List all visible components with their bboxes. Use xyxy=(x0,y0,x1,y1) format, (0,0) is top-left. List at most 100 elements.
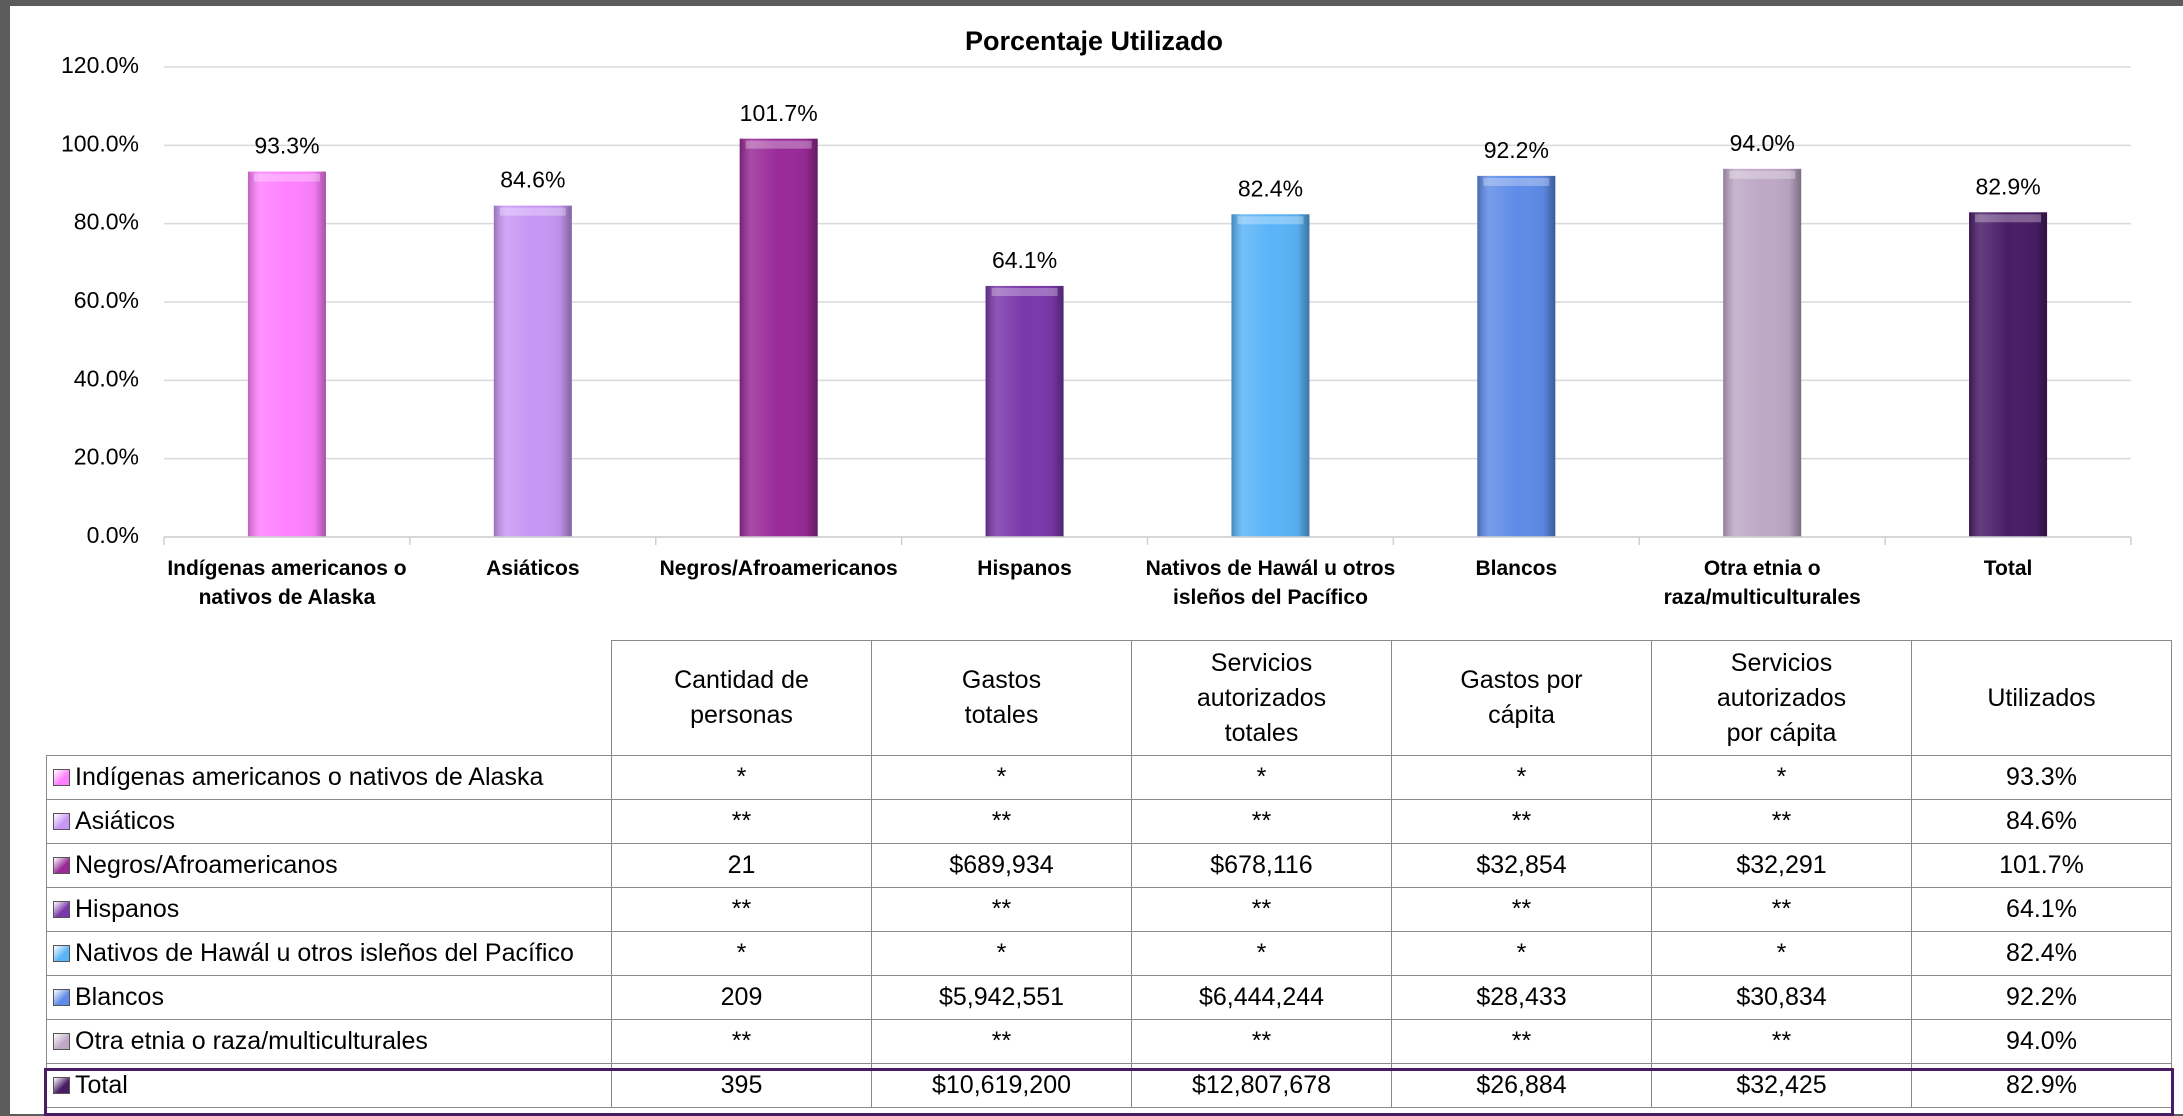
chart-title: Porcentaje Utilizado xyxy=(965,26,1223,56)
y-tick-label: 0.0% xyxy=(87,522,139,548)
x-tick-label: Asiáticos xyxy=(486,557,580,580)
table-cell: 93.3% xyxy=(1911,755,2172,800)
table-cell: ** xyxy=(1651,887,1912,932)
bar-cap xyxy=(253,173,320,182)
table-cell: 92.2% xyxy=(1911,975,2172,1020)
bar-cap xyxy=(745,140,812,149)
table-cell: * xyxy=(1131,755,1392,800)
table-cell: 64.1% xyxy=(1911,887,2172,932)
table-cell: $30,834 xyxy=(1651,975,1912,1020)
y-tick-label: 80.0% xyxy=(74,209,139,235)
table-cell: ** xyxy=(1651,1019,1912,1064)
table-cell: $10,619,200 xyxy=(871,1063,1132,1108)
x-tick-label: Blancos xyxy=(1475,557,1558,580)
y-tick-label: 60.0% xyxy=(74,287,139,313)
column-header: Servicios autorizados totales xyxy=(1131,640,1392,756)
x-tick-label: Otra etnia o raza/multiculturales xyxy=(1663,557,1861,609)
bar-cap xyxy=(1975,214,2042,223)
table-row: Hispanos ** ** ** ** ** 64.1% xyxy=(46,887,2172,932)
bar-shade xyxy=(1231,214,1310,537)
row-label-cell: Asiáticos xyxy=(46,799,612,844)
column-header-text: Cantidad de personas xyxy=(674,666,809,729)
y-tick-label: 20.0% xyxy=(74,444,139,470)
legend-key xyxy=(53,901,70,918)
column-header: Gastos totales xyxy=(871,640,1132,756)
x-tick-label: Nativos de Hawál u otros isleños del Pac… xyxy=(1145,557,1396,609)
table-cell: * xyxy=(1391,755,1652,800)
legend-key xyxy=(53,989,70,1006)
bar-shade xyxy=(1969,212,2048,537)
column-header-text: Servicios autorizados totales xyxy=(1196,648,1327,747)
header-row: Cantidad de personas Gastos totales Servic… xyxy=(46,640,2172,756)
table-cell: $32,425 xyxy=(1651,1063,1912,1108)
y-tick-label: 100.0% xyxy=(61,130,139,156)
bar-shade xyxy=(1723,168,1802,538)
row-label-cell: Otra etnia o raza/multiculturales xyxy=(46,1019,612,1064)
row-label-cell: Nativos de Hawál u otros isleños del Pac… xyxy=(46,931,612,976)
table-row: Negros/Afroamericanos 21 $689,934 $678,116 $… xyxy=(46,843,2172,888)
data-label: 93.3% xyxy=(254,133,319,159)
column-header: Utilizados xyxy=(1911,640,2172,756)
table-cell: $678,116 xyxy=(1131,843,1392,888)
data-label: 82.4% xyxy=(1238,175,1303,201)
table-cell: 84.6% xyxy=(1911,799,2172,844)
data-label: 94.0% xyxy=(1730,130,1795,156)
table-cell: ** xyxy=(1391,799,1652,844)
bar-shade xyxy=(247,171,326,537)
data-label: 101.7% xyxy=(740,100,818,126)
bar-shade xyxy=(1477,175,1556,537)
data-label: 84.6% xyxy=(500,167,565,193)
table-cell: * xyxy=(1651,755,1912,800)
table-row: Total 395 $10,619,200 $12,807,678 $26,884 $32… xyxy=(46,1063,2172,1108)
bar-cap xyxy=(1483,177,1550,186)
table-cell: * xyxy=(871,755,1132,800)
column-header-text: Servicios autorizados por cápita xyxy=(1716,648,1847,747)
x-tick-label: Indígenas americanos o nativos de Alaska xyxy=(167,557,407,609)
table-cell: $12,807,678 xyxy=(1131,1063,1392,1108)
row-label: Otra etnia o raza/multiculturales xyxy=(75,1027,428,1055)
column-header: Servicios autorizados por cápita xyxy=(1651,640,1912,756)
legend-key xyxy=(53,769,70,786)
table-cell: ** xyxy=(611,1019,872,1064)
table-cell: * xyxy=(871,931,1132,976)
table-cell: 82.4% xyxy=(1911,931,2172,976)
table-cell: ** xyxy=(871,887,1132,932)
column-header-text: Utilizados xyxy=(1987,683,2096,712)
header-blank xyxy=(46,640,612,756)
table-cell: ** xyxy=(611,887,872,932)
row-label: Asiáticos xyxy=(75,807,176,835)
row-label-cell: Negros/Afroamericanos xyxy=(46,843,612,888)
table-cell: 21 xyxy=(611,843,872,888)
table-cell: 82.9% xyxy=(1911,1063,2172,1108)
row-label: Nativos de Hawál u otros isleños del Pac… xyxy=(75,939,574,967)
row-label: Negros/Afroamericanos xyxy=(75,851,338,879)
chart: Porcentaje Utilizado 0.0% 20.0% 40.0% 60.0%… xyxy=(61,26,2132,548)
table-cell: ** xyxy=(1391,1019,1652,1064)
x-tick-label: Negros/Afroamericanos xyxy=(659,557,898,580)
table-cell: $689,934 xyxy=(871,843,1132,888)
table-cell: * xyxy=(1651,931,1912,976)
legend-key xyxy=(53,857,70,874)
table-row: Otra etnia o raza/multiculturales ** ** ** *… xyxy=(46,1019,2172,1064)
table-cell: $6,444,244 xyxy=(1131,975,1392,1020)
data-label: 82.9% xyxy=(1975,173,2040,199)
table-row: Indígenas americanos o nativos de Alaska… xyxy=(46,755,2172,800)
table-cell: ** xyxy=(1391,887,1652,932)
bar-cap xyxy=(991,287,1058,296)
column-header-text: Gastos por cápita xyxy=(1460,666,1583,729)
row-label-cell: Blancos xyxy=(46,975,612,1020)
table-cell: ** xyxy=(1131,887,1392,932)
table-cell: ** xyxy=(871,799,1132,844)
table-cell: 209 xyxy=(611,975,872,1020)
table-cell: ** xyxy=(1651,799,1912,844)
column-header-text: Gastos totales xyxy=(961,666,1042,729)
table-cell: $5,942,551 xyxy=(871,975,1132,1020)
table-cell: ** xyxy=(1131,799,1392,844)
row-label-cell: Indígenas americanos o nativos de Alaska xyxy=(46,755,612,800)
table-cell: ** xyxy=(871,1019,1132,1064)
x-tick-label: Total xyxy=(1983,557,2033,580)
data-table: Cantidad de personas Gastos totales Servic… xyxy=(46,640,2172,1108)
row-label-cell: Total xyxy=(46,1063,612,1108)
row-label: Indígenas americanos o nativos de Alaska xyxy=(75,763,544,791)
